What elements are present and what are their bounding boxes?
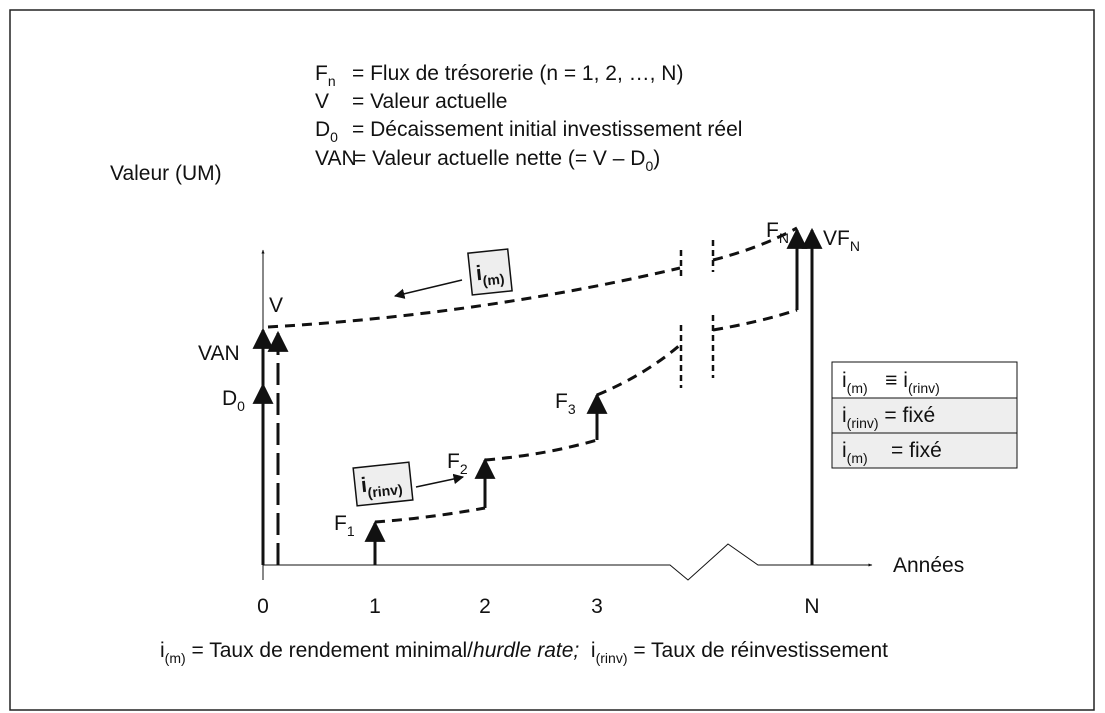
point-label: D0 [222, 387, 245, 414]
text-run: F [315, 62, 328, 85]
subscript: (m) [847, 380, 868, 396]
point-label: F2 [447, 450, 468, 477]
legend-term: Fn [315, 62, 336, 89]
subscript: 2 [460, 461, 468, 477]
subscript: 3 [568, 401, 576, 417]
y-axis-label: Valeur (UM) [110, 162, 222, 185]
text-run: = Taux de rendement minimal/ [186, 639, 474, 662]
text-run: hurdle rate; [473, 639, 579, 662]
text-run: = Valeur actuelle [352, 90, 507, 113]
text-run: i [160, 639, 165, 662]
condition: i(m) ≡ i(rinv) [842, 369, 940, 396]
subscript: 0 [645, 158, 653, 174]
text-run: i [475, 262, 483, 285]
text-run: D [222, 387, 237, 410]
subscript: (rinv) [908, 380, 940, 396]
text-run: i [579, 639, 595, 662]
text-run: = Décaissement initial investissement ré… [352, 118, 742, 141]
subscript: (m) [482, 271, 505, 289]
subscript: N [779, 230, 789, 246]
x-tick-label: N [804, 595, 819, 618]
subscript: (m) [165, 650, 186, 666]
text-run: F [766, 219, 779, 242]
footnote: i(m) = Taux de rendement minimal/hurdle … [160, 639, 888, 666]
frame [9, 9, 1095, 711]
subscript: (rinv) [367, 481, 403, 501]
rate-box-reinvestment: i(rinv) [352, 461, 414, 507]
subscript: (rinv) [847, 415, 879, 431]
x-tick-label: 2 [479, 595, 491, 618]
text-run: VAN [198, 342, 240, 365]
subscript: n [328, 73, 336, 89]
text-run: VAN [315, 147, 357, 170]
point-label: F1 [334, 512, 355, 539]
text-run: i [842, 439, 847, 462]
x-tick-label: 0 [257, 595, 269, 618]
legend-term: D0 [315, 118, 338, 145]
text-run: i [842, 404, 847, 427]
text-run: ) [653, 147, 660, 170]
text-run: F [334, 512, 347, 535]
x-tick-label: 1 [369, 595, 381, 618]
rate-box-discount: i(m) [467, 248, 513, 296]
rate-label: i(rinv) [360, 470, 403, 501]
subscript: (m) [847, 450, 868, 466]
condition: i(rinv) = fixé [842, 404, 935, 431]
text-run: = Valeur actuelle nette (= V – D [354, 147, 645, 170]
conditions-table: i(m) ≡ i(rinv) i(rinv) = fixé i(m) = fix… [831, 361, 1018, 469]
subscript: 1 [347, 523, 355, 539]
flow-arrows [252, 227, 823, 565]
text-run: F [447, 450, 460, 473]
point-label: VFN [823, 227, 860, 254]
legend-definition: = Valeur actuelle [352, 90, 507, 113]
legend-definition: = Décaissement initial investissement ré… [352, 118, 742, 141]
legend-definition: = Valeur actuelle nette (= V – D0) [354, 147, 660, 174]
text-run: V [269, 294, 283, 317]
legend-term: V [315, 90, 329, 113]
subscript: (rinv) [596, 650, 628, 666]
text-run: = Flux de trésorerie (n = 1, 2, …, N) [352, 62, 683, 85]
legend-term: VAN [315, 147, 357, 170]
text-run: ≡ i [868, 369, 908, 392]
text-run: = fixé [879, 404, 936, 427]
point-label: V [269, 294, 283, 317]
text-run: D [315, 118, 330, 141]
text-run: i [842, 369, 847, 392]
text-run: = fixé [868, 439, 942, 462]
subscript: 0 [237, 398, 245, 414]
rate-label: i(m) [475, 260, 505, 290]
point-label: F3 [555, 390, 576, 417]
text-run: i [360, 474, 368, 497]
text-run: VF [823, 227, 850, 250]
condition: i(m) = fixé [842, 439, 942, 466]
x-tick-label: 3 [591, 595, 603, 618]
x-axis-label: Années [893, 554, 964, 577]
text-run: = Taux de réinvestissement [628, 639, 889, 662]
point-label: FN [766, 219, 789, 246]
legend-definition: = Flux de trésorerie (n = 1, 2, …, N) [352, 62, 683, 85]
text-run: V [315, 90, 329, 113]
subscript: N [850, 238, 860, 254]
point-label: VAN [198, 342, 240, 365]
subscript: 0 [330, 129, 338, 145]
curves [267, 226, 798, 524]
text-run: F [555, 390, 568, 413]
